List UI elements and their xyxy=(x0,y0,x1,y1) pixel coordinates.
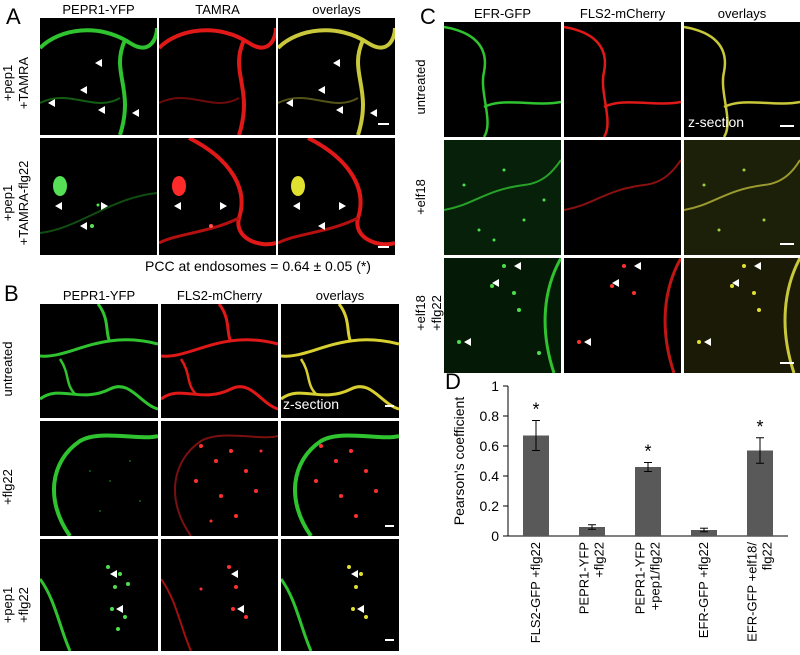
micrograph-c-untreated-green xyxy=(444,22,561,137)
panelB-row-label-1: untreated xyxy=(0,341,15,397)
y-tick-label: 0.8 xyxy=(480,408,500,424)
panelB-row-label-2: +flg22 xyxy=(0,469,15,505)
panelC-zsection-label: z-section xyxy=(688,114,745,130)
panelC-row-label-1: untreated xyxy=(413,59,428,115)
panelA-col-head-2: TAMRA xyxy=(195,2,240,17)
micrograph-b-flg22-red xyxy=(161,421,278,536)
bar xyxy=(691,530,717,536)
x-category-label: PEPR1-YFP+flg22 xyxy=(577,542,607,614)
panel-letter-b: B xyxy=(4,281,19,306)
micrograph-c-elf18flg22-green xyxy=(444,258,561,373)
micrograph-a-pepr1-tamra-overlay xyxy=(278,18,395,135)
significance-star: * xyxy=(756,417,763,437)
bar xyxy=(635,467,661,536)
panel-letter-c: C xyxy=(420,4,436,29)
panelC-row-label-3: +elf18 +flg22 xyxy=(413,295,444,331)
panelC-col-head-2: FLS2-mCherry xyxy=(579,6,666,21)
micrograph-c-untreated-overlay: z-section xyxy=(684,22,800,137)
bar xyxy=(579,527,605,536)
x-category-label: EFR-GFP +flg22 xyxy=(696,542,711,638)
micrograph-c-elf18flg22-overlay xyxy=(684,258,800,373)
micrograph-a-tamraflg22-green xyxy=(40,138,157,255)
panelB-row-label-3: +pep1 +flg22 xyxy=(0,586,31,624)
significance-star: * xyxy=(644,442,651,462)
y-tick-label: 0.6 xyxy=(480,438,500,454)
micrograph-b-flg22-green xyxy=(40,421,158,536)
bar xyxy=(523,435,549,536)
micrograph-b-untreated-overlay: z-section xyxy=(281,304,399,418)
micrograph-b-untreated-green xyxy=(40,304,158,418)
panelC-row-label-2: +elf18 xyxy=(413,179,428,215)
panelB-col-head-2: FLS2-mCherry xyxy=(176,288,263,303)
pearson-bar-chart: 0 0.2 0.4 0.6 0.8 1 Pearson's coefficient * FLS2… xyxy=(451,378,788,643)
pcc-endosomes-text: PCC at endosomes = 0.64 ± 0.05 (*) xyxy=(145,258,371,274)
panelA-col-head-1: PEPR1-YFP xyxy=(62,2,135,17)
y-tick-label: 1 xyxy=(491,378,499,394)
micrograph-c-untreated-red xyxy=(564,22,681,137)
x-category-label: PEPR1-YFP+pep1/flg22 xyxy=(633,542,663,614)
micrograph-b-untreated-red xyxy=(161,304,278,418)
x-category-label: FLS2-GFP +flg22 xyxy=(528,542,543,643)
micrograph-b-pep1flg22-overlay xyxy=(281,539,399,651)
panelC-col-head-1: EFR-GFP xyxy=(473,6,532,21)
panelC-col-head-3: overlays xyxy=(717,6,767,21)
y-tick-label: 0.4 xyxy=(480,468,500,484)
panel-letter-d: D xyxy=(445,369,461,394)
micrograph-c-elf18-overlay xyxy=(684,140,800,255)
micrograph-a-tamraflg22-overlay xyxy=(278,138,395,255)
panelA-row-label-2: +pep1 +TAMRA-flg22 xyxy=(0,160,31,246)
y-tick-label: 0 xyxy=(491,528,499,544)
micrograph-c-elf18-red xyxy=(564,140,681,255)
x-category-label: EFR-GFP +elf18/flg22 xyxy=(745,542,775,642)
y-axis-label: Pearson's coefficient xyxy=(451,397,467,526)
micrograph-b-flg22-overlay xyxy=(281,421,399,536)
panelB-zsection-label: z-section xyxy=(283,396,340,412)
significance-star: * xyxy=(532,400,539,420)
panelA-row-label-1: +pep1 +TAMRA xyxy=(0,56,31,110)
micrograph-b-pep1flg22-red xyxy=(161,539,278,651)
y-tick-label: 0.2 xyxy=(480,498,500,514)
panelB-col-head-3: overlays xyxy=(315,288,365,303)
micrograph-a-pepr1-tamra-green xyxy=(40,18,157,135)
micrograph-b-pep1flg22-green xyxy=(40,539,158,651)
panelA-col-head-3: overlays xyxy=(312,2,361,17)
panel-letter-a: A xyxy=(6,4,21,29)
micrograph-c-elf18flg22-red xyxy=(564,258,681,373)
bar xyxy=(747,450,773,536)
micrograph-a-tamraflg22-red xyxy=(159,138,276,255)
micrograph-c-elf18-green xyxy=(444,140,561,255)
micrograph-a-pepr1-tamra-red xyxy=(159,18,276,135)
panelB-col-head-1: PEPR1-YFP xyxy=(62,288,136,303)
